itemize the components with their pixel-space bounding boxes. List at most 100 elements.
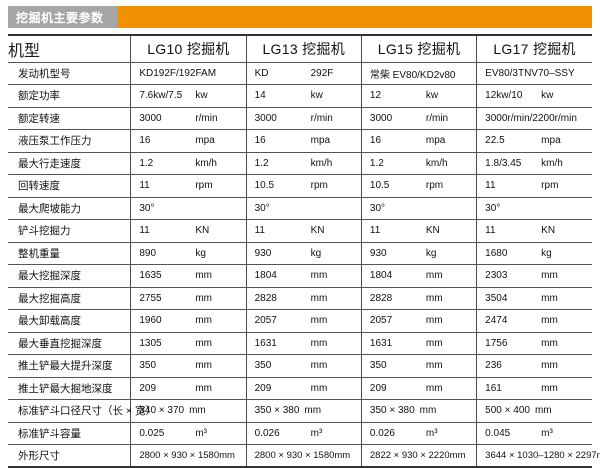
cell-lg15: 209 mm [360,376,477,400]
page-header-band: 挖掘机主要参数 [8,6,592,28]
header-row: 机型 LG10 挖掘机 LG13 挖掘机 LG15 挖掘机 LG17 挖掘机 [8,34,592,63]
table-row: 回转速度 11 rpm 10.5 rpm 10.5 rpm 11 rpm [8,174,592,198]
cell-content: KD192F/192FAM [139,68,245,79]
row-label: 额定转速 [8,106,131,130]
row-label: 标准铲斗口径尺寸（长 × 宽） [8,399,156,423]
cell-lg15: 10.5 rpm [360,174,477,198]
cell-value: 11 [254,225,265,237]
cell-value: 1631 [254,337,277,349]
cell-unit: KN [541,225,556,237]
cell-lg15: 350 mm [360,354,477,378]
cell-unit: mpa [425,135,446,147]
row-label: 标准铲斗容量 [8,421,131,445]
cell-unit: mm [310,270,328,282]
row-label: 铲斗挖掘力 [8,219,131,243]
cell-content: 2057 mm [255,315,361,326]
row-label: 最大挖掘深度 [8,264,131,288]
cell-value: 10.5 [369,180,390,192]
cell-unit: km/h [195,157,217,169]
cell-lg13: 14 kw [245,84,362,108]
cell-unit: mm [195,337,212,349]
cell-value: 161 [485,382,502,394]
cell-lg17: 161 mm [476,376,592,400]
cell-lg17: 12kw/10 kw [476,84,592,108]
cell-content: 30° [255,203,361,214]
cell-content: 1680 kg [485,248,592,259]
cell-value: 16 [254,135,266,147]
cell-unit: mm [541,337,558,349]
cell-content: 1631 mm [255,338,361,349]
table-row: 外形尺寸 2800 × 930 × 1580mm 2800 × 930 × 1580… [8,444,600,468]
cell-lg10: 1960 mm [130,309,247,333]
cell-content: 3504 mm [485,293,592,304]
cell-unit: mm [425,337,443,349]
cell-content: 2474 mm [485,315,592,326]
cell-unit: mm [541,292,558,304]
cell-content: 890 kg [139,248,245,259]
cell-lg17: 11 KN [476,219,592,243]
cell-unit: kw [541,90,554,102]
cell-unit: mm [425,270,443,282]
cell-value: 常柴 EV80/KD2v80 [369,69,456,81]
cell-value: 500 × 400 [485,405,530,417]
cell-unit: m³ [541,427,553,439]
cell-content: 2800 × 930 × 1580mm [139,450,245,461]
cell-lg15: 30° [360,196,477,220]
cell-value: 3000 [254,112,277,124]
cell-content: 2822 × 930 × 2220mm [370,450,476,461]
cell-lg15: 2828 mm [360,286,477,310]
cell-value: 236 [485,360,502,372]
cell-content: 12kw/10 kw [485,90,592,101]
cell-value: 3504 [485,292,508,304]
cell-lg13: 930 kg [245,241,362,265]
cell-lg13: 350 × 380 mm [245,399,362,423]
cell-unit: kg [195,247,206,259]
cell-value: 16 [369,135,382,147]
cell-content: 16 mpa [139,135,245,146]
cell-value: 1.2 [369,157,384,169]
cell-content: 236 mm [485,360,592,371]
cell-value: 1635 [139,270,162,282]
cell-value: 930 [254,247,272,259]
cell-value: 350 [369,360,387,372]
cell-value: 11 [139,180,150,192]
cell-lg13: 1804 mm [245,264,362,288]
cell-unit: mm [304,405,322,417]
cell-content: KD 292F [255,68,361,79]
cell-lg15: 1.2 km/h [360,151,477,175]
cell-value: 2800 × 930 × 1580mm [254,450,351,461]
cell-content: 3000r/min/2200r/min [485,113,592,124]
column-header-lg17: LG17 挖掘机 [476,34,592,63]
cell-lg17: 30° [476,196,592,220]
cell-value: 1.8/3.45 [485,157,522,169]
cell-content: 350 mm [255,360,361,371]
cell-content: 2828 mm [255,293,361,304]
cell-value: 350 [139,360,157,372]
cell-value: 2828 [369,292,393,304]
cell-lg13: 2800 × 930 × 1580mm [245,444,362,468]
cell-value: 1.2 [254,157,269,169]
cell-value: 3000 [139,112,162,124]
cell-lg10: 209 mm [130,376,247,400]
row-label: 最大行走速度 [8,151,131,175]
cell-content: 350 mm [370,360,476,371]
cell-content: 11 KN [255,225,361,236]
spec-table-wrapper: 机型 LG10 挖掘机 LG13 挖掘机 LG15 挖掘机 LG17 挖掘机 发… [8,34,600,468]
cell-lg10: 1305 mm [130,331,247,355]
cell-value: 30° [369,202,386,214]
cell-lg13: 3000 r/min [245,106,362,130]
cell-content: 1.2 km/h [370,158,476,169]
cell-unit: mm [195,292,212,304]
cell-unit: mm [541,270,558,282]
cell-content: 209 mm [370,383,476,394]
row-label: 最大卸载高度 [8,309,131,333]
cell-value: 2474 [485,315,508,327]
table-row: 额定转速 3000 r/min 3000 r/min 3000 r/min 3000r/min… [8,106,592,130]
cell-value: 0.045 [485,427,511,439]
cell-value: 12 [369,90,382,102]
cell-value: 1804 [369,270,393,282]
cell-content: 1631 mm [370,338,476,349]
cell-lg10: 890 kg [130,241,247,265]
cell-lg17: 22.5 mpa [476,129,592,153]
cell-content: 1305 mm [139,338,245,349]
